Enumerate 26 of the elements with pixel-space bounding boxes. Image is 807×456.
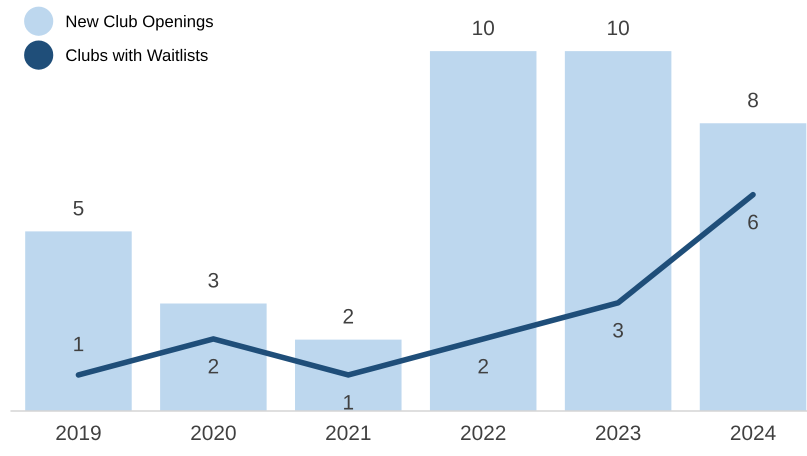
x-tick-label: 2021 — [326, 425, 370, 440]
data-label: 1 — [344, 395, 354, 410]
data-label: 2 — [478, 358, 488, 374]
bar — [158, 302, 268, 411]
bar — [563, 50, 673, 411]
data-label: 3 — [208, 272, 218, 288]
x-tick-label: 2023 — [596, 425, 640, 440]
data-label: 1 — [74, 336, 84, 352]
data-label: 8 — [748, 92, 758, 108]
x-tick-label: 2024 — [730, 425, 776, 440]
x-tick-label: 2020 — [191, 425, 236, 440]
legend-label: Clubs with Waitlists — [66, 48, 208, 62]
legend-label: New Club Openings — [66, 15, 213, 31]
data-label: 2 — [208, 358, 218, 374]
x-tick-label: 2022 — [461, 425, 506, 440]
bar — [428, 50, 538, 411]
data-label: 2 — [344, 308, 354, 324]
data-label: 6 — [748, 214, 758, 230]
bar — [24, 230, 134, 411]
bar — [698, 122, 807, 411]
data-label: 3 — [613, 322, 623, 338]
data-label: 5 — [74, 200, 84, 216]
bar — [294, 338, 403, 411]
data-label: 10 — [608, 20, 629, 36]
data-label: 10 — [473, 20, 494, 36]
x-tick-label: 2019 — [56, 425, 101, 440]
